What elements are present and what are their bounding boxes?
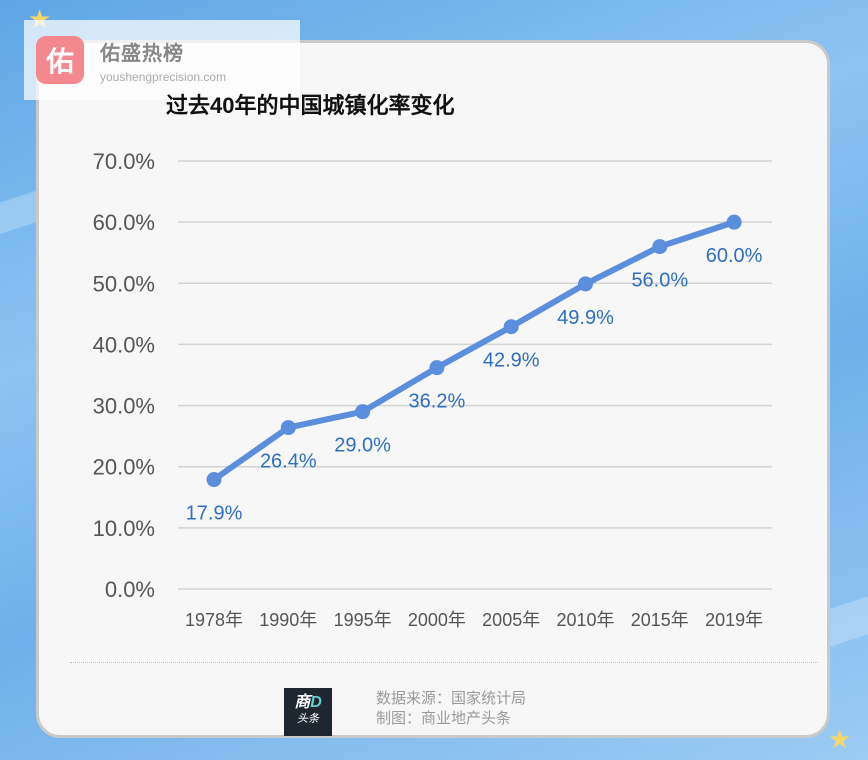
data-label: 60.0% bbox=[706, 245, 763, 267]
data-labels: 17.9% 26.4% 29.0% 36.2% 42.9% 49.9% 56.0% 60.0% bbox=[186, 245, 763, 524]
star-decoration-icon: ★ bbox=[828, 724, 852, 754]
data-point bbox=[503, 319, 519, 335]
data-label: 29.0% bbox=[334, 435, 391, 457]
footer-logo-top: 商 bbox=[294, 694, 311, 711]
chart-card bbox=[36, 40, 830, 738]
y-tick-label: 70.0% bbox=[93, 149, 155, 174]
x-axis-ticks: 1978年 1990年 1995年 2000年 2005年 2010年 2015年 2019年 bbox=[185, 610, 763, 630]
footer-text: 数据来源：国家统计局 制图：商业地产头条 bbox=[376, 689, 526, 729]
watermark-name: 佑盛热榜 bbox=[100, 42, 184, 65]
y-tick-label: 50.0% bbox=[93, 271, 155, 296]
x-tick-label: 2010年 bbox=[556, 610, 614, 630]
x-tick-label: 2015年 bbox=[631, 610, 689, 630]
y-tick-label: 10.0% bbox=[93, 516, 155, 541]
y-tick-label: 40.0% bbox=[93, 332, 155, 357]
data-points bbox=[206, 214, 742, 488]
data-point bbox=[726, 214, 742, 230]
y-axis-ticks: 0.0% 10.0% 20.0% 30.0% 40.0% 50.0% 60.0% 70.0% bbox=[93, 149, 155, 602]
data-label: 56.0% bbox=[631, 270, 688, 292]
data-source: 数据来源：国家统计局 bbox=[376, 690, 527, 707]
chart-title: 过去40年的中国城镇化率变化 bbox=[166, 93, 455, 118]
data-label: 26.4% bbox=[260, 451, 317, 473]
y-tick-label: 60.0% bbox=[93, 210, 155, 235]
series-line-layer bbox=[211, 219, 738, 483]
y-tick-label: 20.0% bbox=[93, 455, 155, 480]
watermark-logo-icon: 佑 bbox=[36, 36, 84, 84]
footer-logo-d: D bbox=[310, 694, 322, 711]
x-tick-label: 2005年 bbox=[482, 610, 540, 630]
data-point bbox=[578, 276, 593, 292]
x-tick-label: 1978年 bbox=[185, 610, 243, 630]
y-tick-label: 0.0% bbox=[105, 577, 155, 602]
x-tick-label: 1990年 bbox=[259, 610, 317, 630]
x-tick-label: 2019年 bbox=[705, 610, 763, 630]
data-point bbox=[280, 420, 296, 436]
watermark: 佑 佑盛热榜 youshengprecision.com bbox=[24, 20, 300, 100]
x-tick-label: 2000年 bbox=[408, 610, 466, 630]
chart-credit: 制图：商业地产头条 bbox=[376, 710, 512, 727]
grid-layer bbox=[178, 160, 772, 590]
x-tick-label: 1995年 bbox=[334, 610, 392, 630]
y-tick-label: 30.0% bbox=[93, 394, 155, 419]
data-point bbox=[206, 472, 222, 488]
data-label: 36.2% bbox=[409, 391, 466, 413]
footer-logo: 商D 头条 bbox=[284, 688, 332, 736]
watermark-url: youshengprecision.com bbox=[100, 69, 227, 84]
data-label: 17.9% bbox=[186, 503, 243, 525]
footer-divider bbox=[70, 662, 818, 663]
data-point bbox=[429, 360, 445, 376]
footer-logo-bottom: 头条 bbox=[297, 713, 319, 725]
series-line bbox=[211, 219, 738, 483]
data-label: 49.9% bbox=[557, 307, 614, 329]
data-point bbox=[355, 404, 371, 420]
data-label: 42.9% bbox=[483, 350, 540, 372]
data-point bbox=[652, 239, 668, 255]
